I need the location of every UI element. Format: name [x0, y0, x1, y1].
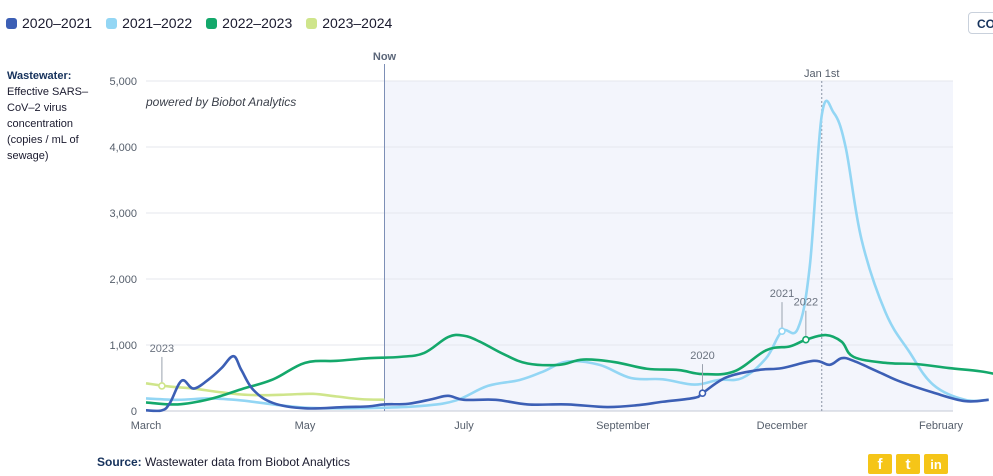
- x-tick-label: September: [596, 420, 650, 432]
- y-tick-label: 3,000: [109, 208, 137, 220]
- legend-swatch: [206, 17, 218, 29]
- y-tick-label: 2,000: [109, 274, 137, 286]
- annotation-label: 2020: [690, 350, 714, 362]
- series-line-2023–2024: [145, 381, 385, 402]
- legend-item-0[interactable]: 2020–2021: [6, 15, 92, 31]
- legend-label: 2021–2022: [122, 15, 193, 31]
- facebook-share-button[interactable]: f: [868, 454, 892, 474]
- linkedin-share-button[interactable]: in: [924, 454, 948, 474]
- now-marker-label: Now: [373, 51, 397, 63]
- legend-swatch: [6, 17, 17, 29]
- chart-options-button[interactable]: CO: [968, 12, 993, 34]
- annotation-point: [778, 327, 786, 335]
- y-tick-label: 0: [131, 406, 137, 418]
- x-tick-label: March: [131, 420, 162, 432]
- legend-label: 2023–2024: [322, 15, 393, 31]
- annotation-label: 2021: [770, 288, 794, 300]
- annotation-point: [802, 335, 810, 344]
- facebook-icon: f: [877, 456, 883, 473]
- y-tick-label: 5,000: [109, 76, 137, 88]
- twitter-share-button[interactable]: t: [896, 454, 920, 474]
- legend-swatch: [306, 17, 318, 29]
- series-line-2020–2021: [145, 354, 989, 413]
- twitter-icon: t: [905, 456, 911, 473]
- y-tick-label: 1,000: [109, 340, 137, 352]
- y-axis-label-text: Effective SARS–CoV–2 virus concentration…: [7, 86, 89, 162]
- annotation-point: [698, 389, 707, 397]
- x-tick-label: July: [454, 420, 474, 432]
- x-tick-label: May: [295, 420, 316, 432]
- source-label: Source:: [97, 455, 142, 469]
- legend-item-3[interactable]: 2023–2024: [306, 15, 392, 31]
- x-tick-label: December: [757, 420, 808, 432]
- annotation-point: [158, 382, 166, 390]
- legend-label: 2020–2021: [22, 15, 93, 31]
- y-tick-label: 4,000: [109, 142, 137, 154]
- source-text: Wastewater data from Biobot Analytics: [145, 455, 351, 469]
- watermark: powered by Biobot Analytics: [145, 95, 296, 109]
- annotation-label: 2022: [794, 297, 818, 309]
- legend-item-1[interactable]: 2021–2022: [106, 15, 192, 31]
- legend-label: 2022–2023: [222, 15, 293, 31]
- series-line-2022–2023: [145, 333, 993, 406]
- legend: 2020–2021 2021–2022 2022–2023 2023–2024: [6, 15, 392, 31]
- y-axis-label: Wastewater: Effective SARS–CoV–2 virus c…: [7, 68, 107, 164]
- legend-item-2[interactable]: 2022–2023: [206, 15, 292, 31]
- y-axis-label-title: Wastewater:: [7, 70, 72, 82]
- future-region: [384, 81, 953, 411]
- jan-1st-label: Jan 1st: [804, 68, 839, 80]
- linkedin-icon: in: [930, 457, 942, 472]
- legend-swatch: [106, 17, 118, 29]
- annotation-label: 2023: [150, 343, 174, 355]
- x-tick-label: February: [919, 420, 964, 432]
- source-note: Source: Wastewater data from Biobot Anal…: [97, 455, 350, 469]
